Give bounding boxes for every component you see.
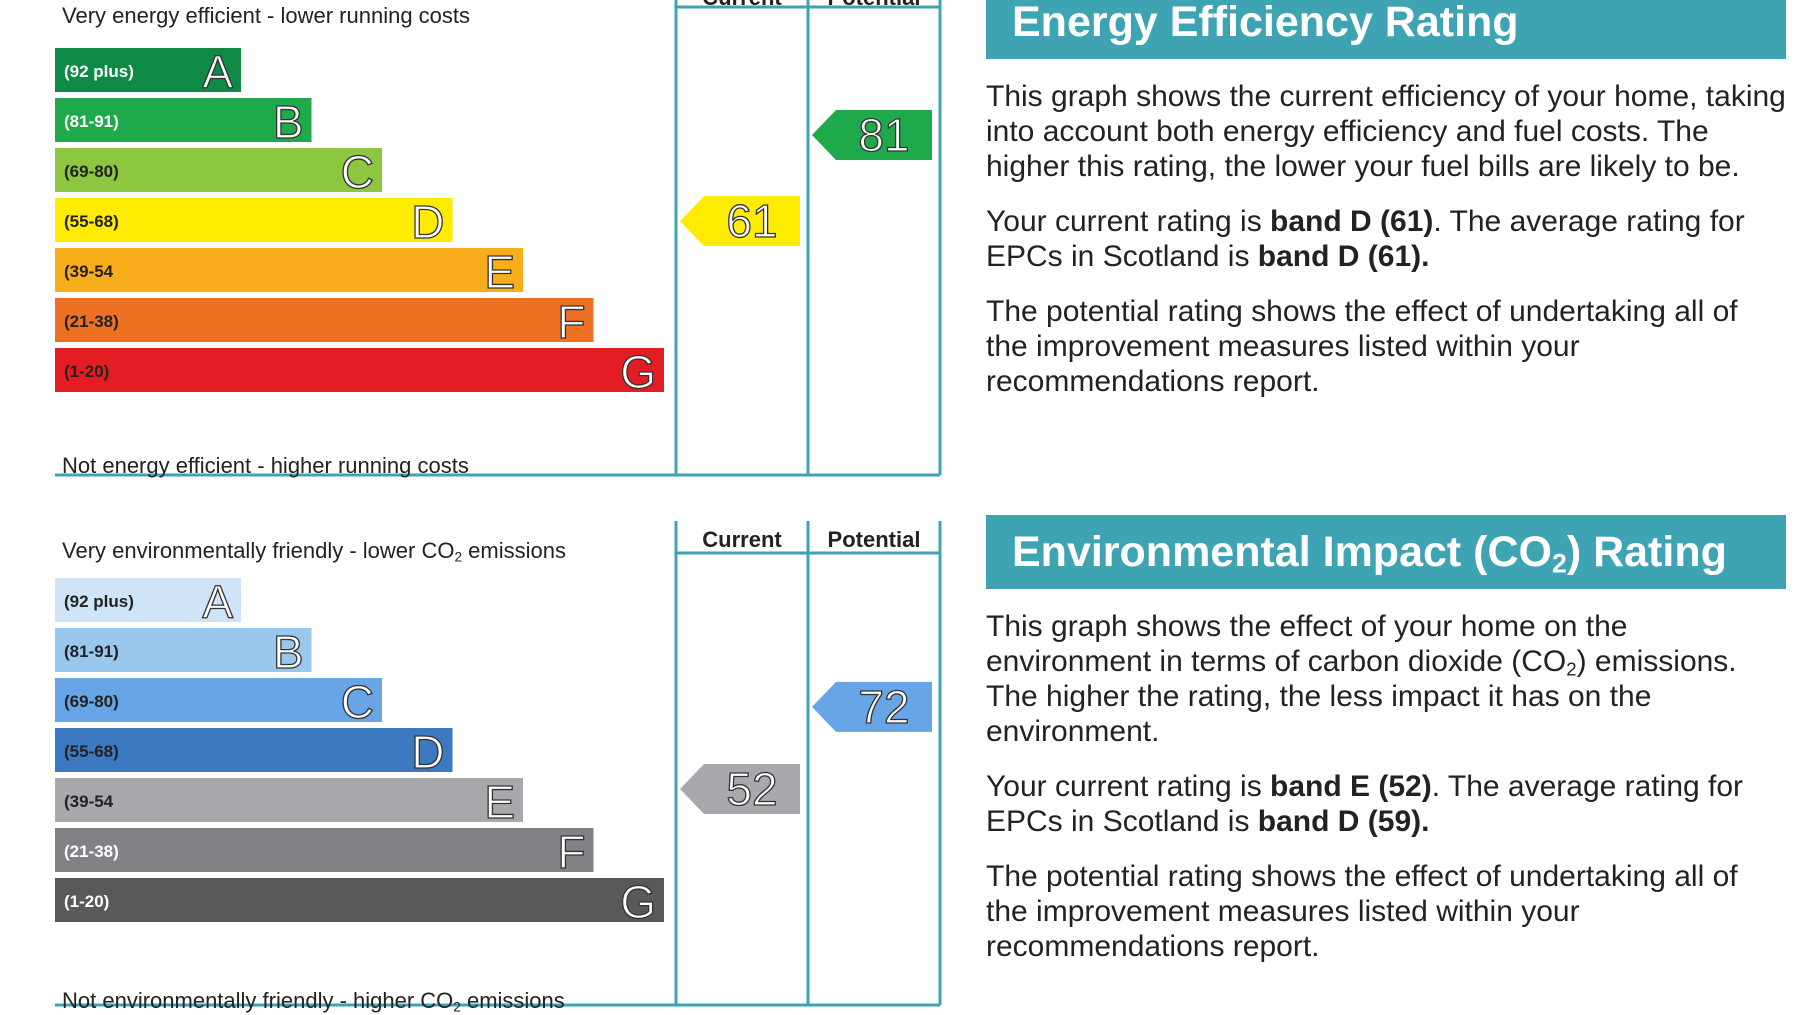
energy-band-c-letter: C xyxy=(341,146,374,198)
energy-band-e xyxy=(55,248,523,292)
energy-band-f xyxy=(55,298,594,342)
impact-band-c xyxy=(55,678,382,722)
impact-potential-value: 72 xyxy=(858,681,909,733)
energy-caption-bottom: Not energy efficient - higher running co… xyxy=(62,453,469,478)
impact-potential-arrow xyxy=(812,681,932,732)
impact-potential-header: Potential xyxy=(827,527,921,552)
energy-current-rating-text: Your current rating is band D (61). The … xyxy=(986,205,1745,273)
energy-efficiency-panel: Energy Efficiency Rating This graph show… xyxy=(986,0,1786,399)
impact-caption-bottom: Not environmentally friendly - higher CO… xyxy=(62,988,565,1015)
impact-band-b xyxy=(55,628,312,672)
impact-band-c-range: (69-80) xyxy=(64,692,119,711)
energy-band-g xyxy=(55,348,664,392)
impact-current-arrow xyxy=(680,764,800,814)
energy-band-f-letter: F xyxy=(557,296,585,348)
impact-potential-text: The potential rating shows the effect of… xyxy=(986,860,1738,963)
energy-description: This graph shows the current efficiency … xyxy=(986,80,1786,183)
energy-band-a xyxy=(55,48,241,92)
energy-band-g-range: (1-20) xyxy=(64,362,109,381)
impact-band-e-range: (39-54 xyxy=(64,792,114,811)
impact-band-e xyxy=(55,778,523,822)
environmental-impact-title: Environmental Impact (CO2) Rating xyxy=(986,515,1786,589)
energy-band-d-letter: D xyxy=(411,196,444,248)
energy-band-a-letter: A xyxy=(202,46,233,98)
impact-band-e-letter: E xyxy=(484,776,515,828)
energy-band-f-range: (21-38) xyxy=(64,312,119,331)
energy-band-e-range: (39-54 xyxy=(64,262,114,281)
impact-band-a-letter: A xyxy=(202,576,233,628)
energy-band-a-range: (92 plus) xyxy=(64,62,134,81)
impact-band-d-range: (55-68) xyxy=(64,742,119,761)
energy-current-header: Current xyxy=(676,0,808,11)
energy-potential-text: The potential rating shows the effect of… xyxy=(986,295,1738,398)
environmental-impact-chart: (92 plus) A (81-91) B (69-80) C (55-68) D (39-54… xyxy=(0,515,945,1015)
energy-potential-value: 81 xyxy=(858,109,909,161)
energy-potential-arrow xyxy=(812,110,932,160)
energy-band-b-range: (81-91) xyxy=(64,112,119,131)
impact-current-rating-text: Your current rating is band E (52). The … xyxy=(986,770,1744,838)
energy-band-d-range: (55-68) xyxy=(64,212,119,231)
impact-band-a xyxy=(55,578,241,622)
impact-current-header: Current xyxy=(702,527,782,552)
impact-band-a-range: (92 plus) xyxy=(64,592,134,611)
energy-current-value: 61 xyxy=(726,195,777,247)
energy-band-e-letter: E xyxy=(484,246,515,298)
energy-potential-header: Potential xyxy=(808,0,940,11)
impact-band-g-range: (1-20) xyxy=(64,892,109,911)
impact-band-d-letter: D xyxy=(411,726,444,778)
impact-current-value: 52 xyxy=(726,763,777,815)
impact-band-d xyxy=(55,728,453,772)
impact-band-f xyxy=(55,828,594,872)
environmental-impact-svg: (92 plus) A (81-91) B (69-80) C (55-68) D (39-54… xyxy=(55,521,942,1007)
energy-band-b xyxy=(55,98,312,142)
energy-band-c-range: (69-80) xyxy=(64,162,119,181)
impact-band-g-letter: G xyxy=(620,876,656,928)
energy-efficiency-title: Energy Efficiency Rating xyxy=(986,0,1786,59)
impact-description: This graph shows the effect of your home… xyxy=(986,610,1737,748)
energy-efficiency-chart: (92 plus) A (81-91) B (69-80) C (55-68) D (39-54… xyxy=(0,0,945,490)
energy-band-d xyxy=(55,198,453,242)
energy-band-c xyxy=(55,148,382,192)
energy-caption-top: Very energy efficient - lower running co… xyxy=(62,3,471,28)
impact-band-g xyxy=(55,878,664,922)
impact-band-f-range: (21-38) xyxy=(64,842,119,861)
energy-band-g-letter: G xyxy=(620,346,656,398)
impact-caption-top: Very environmentally friendly - lower CO… xyxy=(62,538,566,565)
energy-current-arrow xyxy=(680,196,800,247)
impact-band-f-letter: F xyxy=(557,826,585,878)
impact-band-b-letter: B xyxy=(273,626,304,678)
energy-efficiency-svg: (92 plus) A (81-91) B (69-80) C (55-68) D (39-54… xyxy=(55,0,942,477)
environmental-impact-panel: Environmental Impact (CO2) Rating This g… xyxy=(986,515,1786,964)
impact-band-c-letter: C xyxy=(341,676,374,728)
energy-band-b-letter: B xyxy=(273,96,304,148)
impact-band-b-range: (81-91) xyxy=(64,642,119,661)
